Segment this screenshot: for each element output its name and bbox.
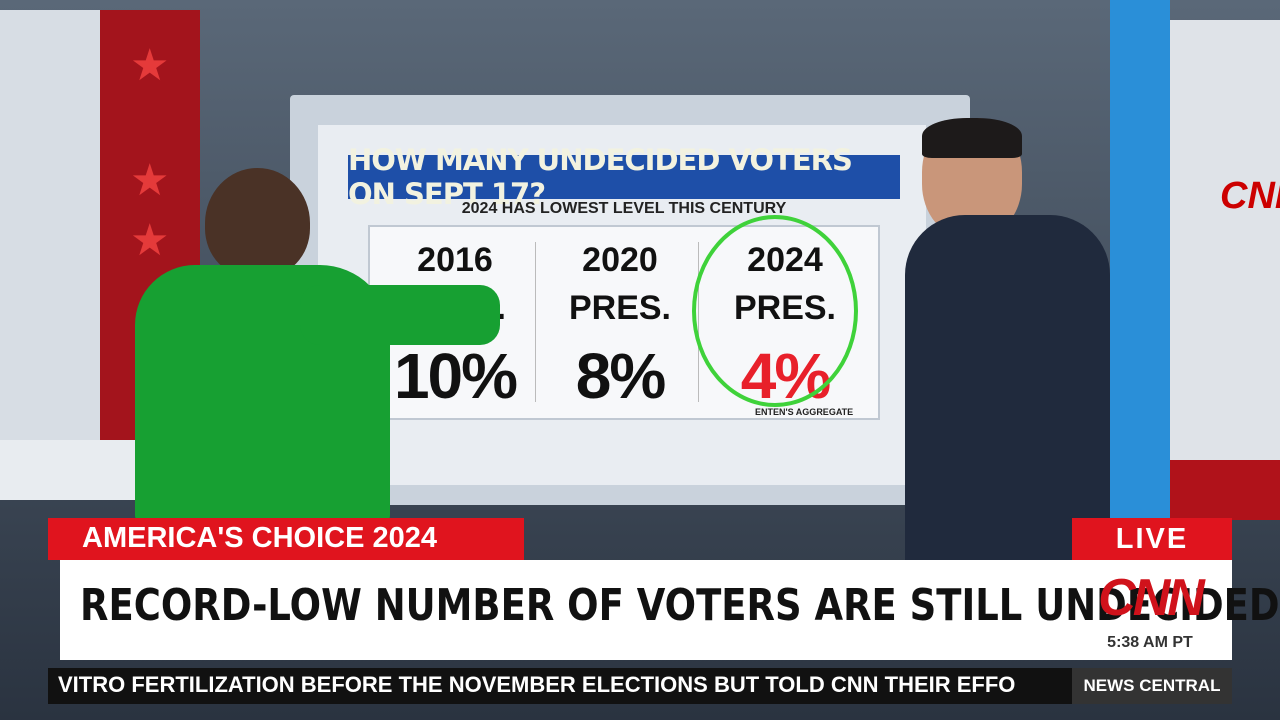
- divider: [535, 242, 536, 402]
- presenter-suit: [905, 215, 1110, 565]
- star-icon: ★: [130, 216, 170, 265]
- source: ENTEN'S AGGREGATE: [755, 407, 854, 417]
- year: 2020: [582, 241, 658, 279]
- ticker-bar: [48, 668, 1232, 704]
- kind: PRES.: [568, 289, 672, 327]
- value: 10%: [393, 340, 518, 412]
- star-icon: ★: [130, 41, 170, 90]
- star-panel: ★ ★ ★: [100, 10, 200, 440]
- network-logo: CNN: [1098, 569, 1205, 627]
- presenter-hair: [922, 118, 1022, 158]
- presenter-head: [205, 168, 310, 278]
- clock: 5:38 AM PT: [1107, 634, 1193, 651]
- year: 2016: [417, 241, 493, 279]
- ticker: VITRO FERTILIZATION BEFORE THE NOVEMBER …: [58, 672, 1016, 697]
- red-stripe: [1170, 460, 1280, 520]
- highlight-circle: [692, 215, 858, 407]
- program-tab: AMERICA'S CHOICE 2024: [48, 518, 524, 560]
- wall-logo: CNN: [1220, 175, 1280, 217]
- right-wall: CNN: [1170, 20, 1280, 520]
- live-tab: LIVE: [1072, 518, 1232, 560]
- headline: RECORD-LOW NUMBER OF VOTERS ARE STILL UN…: [80, 580, 1280, 631]
- screen-title: HOW MANY UNDECIDED VOTERS ON SEPT 17?: [348, 143, 900, 211]
- presenter-arm: [300, 285, 500, 345]
- value: 8%: [575, 340, 667, 412]
- white-house-panel: [0, 10, 100, 440]
- blue-pillar: [1110, 0, 1170, 520]
- show-name: NEWS CENTRAL: [1072, 668, 1232, 704]
- column: 2020 PRES. 8%: [535, 227, 705, 422]
- headline-bar: [60, 560, 1232, 660]
- screen-subtitle: 2024 HAS LOWEST LEVEL THIS CENTURY: [461, 200, 787, 217]
- star-icon: ★: [130, 156, 170, 205]
